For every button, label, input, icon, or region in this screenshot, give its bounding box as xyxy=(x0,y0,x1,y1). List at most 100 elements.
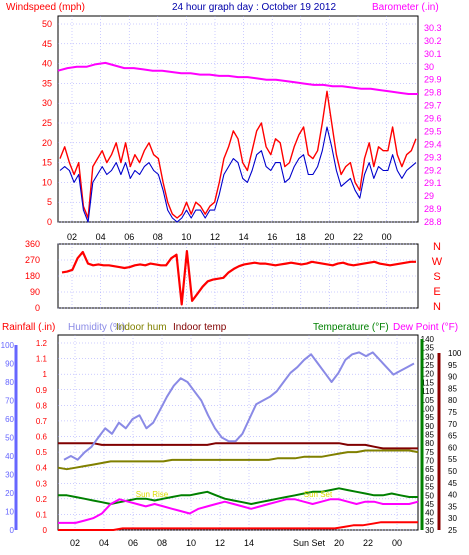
dew-point-tick-label: 40 xyxy=(448,491,457,500)
humidity-line xyxy=(63,351,415,461)
temperature-title: Temperature (°F) xyxy=(313,322,389,333)
barometer-tick-label: 28.9 xyxy=(424,204,442,214)
barometer-tick-label: 29.3 xyxy=(424,152,442,162)
wind-x-tick-label: 04 xyxy=(96,232,106,242)
dew-point-tick-label: 25 xyxy=(448,526,457,535)
wind-y-tick-label: 15 xyxy=(42,158,52,168)
rain-tick-label: 0.1 xyxy=(36,510,48,519)
rain-tick-label: 0.2 xyxy=(36,495,48,504)
env-x-tick-label: 02 xyxy=(70,538,80,548)
indoor-hum-title: Indoor hum xyxy=(116,322,167,333)
direction-y-tick-label: 0 xyxy=(35,303,40,313)
wind-x-tick-label: 00 xyxy=(382,232,392,242)
dew-point-tick-label: 55 xyxy=(448,455,457,464)
wind-y-tick-label: 0 xyxy=(47,217,52,227)
temperature-tick-label: 65 xyxy=(425,465,434,474)
direction-y-tick-label: 180 xyxy=(25,271,40,281)
wind-y-tick-label: 25 xyxy=(42,118,52,128)
temperature-tick-label: 95 xyxy=(425,413,434,422)
dew-point-tick-label: 65 xyxy=(448,432,457,441)
temperature-tick-label: 70 xyxy=(425,457,434,466)
rain-tick-label: 0.7 xyxy=(36,417,48,426)
indoor-temp-title: Indoor temp xyxy=(173,322,227,333)
temperature-tick-label: 100 xyxy=(421,404,435,413)
sunrise-annotation: Sun Rise xyxy=(136,490,169,499)
environment-plot-area xyxy=(57,334,419,531)
env-x-tick-label: Sun Set xyxy=(293,538,326,548)
temperature-tick-label: 80 xyxy=(425,439,434,448)
rain-tick-label: 1.1 xyxy=(36,355,48,364)
temperature-tick-label: 55 xyxy=(425,483,434,492)
temperature-tick-label: 75 xyxy=(425,448,434,457)
wind-x-tick-label: 02 xyxy=(67,232,77,242)
wind-avg-line xyxy=(59,126,417,223)
humidity-tick-label: 0 xyxy=(10,526,15,535)
dew-point-tick-label: 35 xyxy=(448,502,457,511)
direction-y-tick-label: 360 xyxy=(25,239,40,249)
env-x-tick-label: 08 xyxy=(157,538,167,548)
barometer-tick-label: 29.5 xyxy=(424,126,442,136)
barometer-tick-label: 30.3 xyxy=(424,23,442,33)
sunset-annotation: Sun Set xyxy=(304,490,333,499)
dew-point-title: Dew Point (°F) xyxy=(393,322,458,333)
wind-gust-line xyxy=(59,90,417,219)
temperature-tick-label: 60 xyxy=(425,474,434,483)
windspeed-title: Windspeed (mph) xyxy=(6,2,85,13)
wind-y-tick-label: 20 xyxy=(42,138,52,148)
dew-point-tick-label: 70 xyxy=(448,420,457,429)
wind-y-tick-label: 45 xyxy=(42,39,52,49)
humidity-tick-label: 60 xyxy=(5,415,14,424)
dew-point-tick-label: 95 xyxy=(448,361,457,370)
dew-point-tick-label: 85 xyxy=(448,384,457,393)
temperature-tick-label: 120 xyxy=(421,370,435,379)
compass-label: W xyxy=(432,256,443,268)
temperature-tick-label: 125 xyxy=(421,361,435,370)
temperature-tick-label: 45 xyxy=(425,500,434,509)
temperature-tick-label: 115 xyxy=(421,378,434,387)
direction-y-tick-label: 90 xyxy=(30,287,40,297)
temperature-line xyxy=(58,487,418,505)
temperature-tick-label: 110 xyxy=(421,387,434,396)
temperature-tick-label: 130 xyxy=(421,352,435,361)
wind-plot-area xyxy=(57,15,419,223)
wind-x-tick-label: 06 xyxy=(124,232,134,242)
humidity-tick-label: 80 xyxy=(5,378,14,387)
temperature-tick-label: 85 xyxy=(425,431,434,440)
dew-point-tick-label: 100 xyxy=(448,349,462,358)
rain-tick-label: 0.3 xyxy=(36,479,48,488)
direction-y-tick-label: 270 xyxy=(25,255,40,265)
env-x-tick-label: 20 xyxy=(334,538,344,548)
rainfall-line xyxy=(58,521,418,531)
rain-tick-label: 0 xyxy=(43,526,48,535)
barometer-tick-label: 29 xyxy=(424,191,434,201)
barometer-tick-label: 29.7 xyxy=(424,101,442,111)
wind-x-tick-label: 22 xyxy=(353,232,363,242)
wind-y-tick-label: 40 xyxy=(42,59,52,69)
humidity-tick-label: 90 xyxy=(5,360,14,369)
wind-y-tick-label: 5 xyxy=(47,197,52,207)
env-x-tick-label: 22 xyxy=(363,538,373,548)
temperature-tick-label: 90 xyxy=(425,422,434,431)
rain-tick-label: 0.5 xyxy=(36,448,48,457)
temperature-tick-label: 50 xyxy=(425,491,434,500)
barometer-tick-label: 30.2 xyxy=(424,36,442,46)
wind-x-tick-label: 12 xyxy=(210,232,220,242)
barometer-line xyxy=(57,61,418,95)
indoor-hum-line xyxy=(57,449,419,471)
humidity-title: Humidity (%) xyxy=(68,322,125,333)
barometer-tick-label: 29.8 xyxy=(424,88,442,98)
wind-x-tick-label: 10 xyxy=(181,232,191,242)
env-x-tick-label: 00 xyxy=(392,538,402,548)
humidity-tick-label: 100 xyxy=(1,341,15,350)
barometer-tick-label: 29.1 xyxy=(424,178,442,188)
dew-point-tick-label: 30 xyxy=(448,514,457,523)
wind-direction-line xyxy=(61,250,416,306)
compass-label: E xyxy=(433,286,440,298)
rainfall-title: Rainfall (.in) xyxy=(2,322,55,333)
wind-y-tick-label: 35 xyxy=(42,78,52,88)
temperature-tick-label: 140 xyxy=(421,335,435,344)
wind-y-tick-label: 10 xyxy=(42,177,52,187)
barometer-tick-label: 29.6 xyxy=(424,114,442,124)
